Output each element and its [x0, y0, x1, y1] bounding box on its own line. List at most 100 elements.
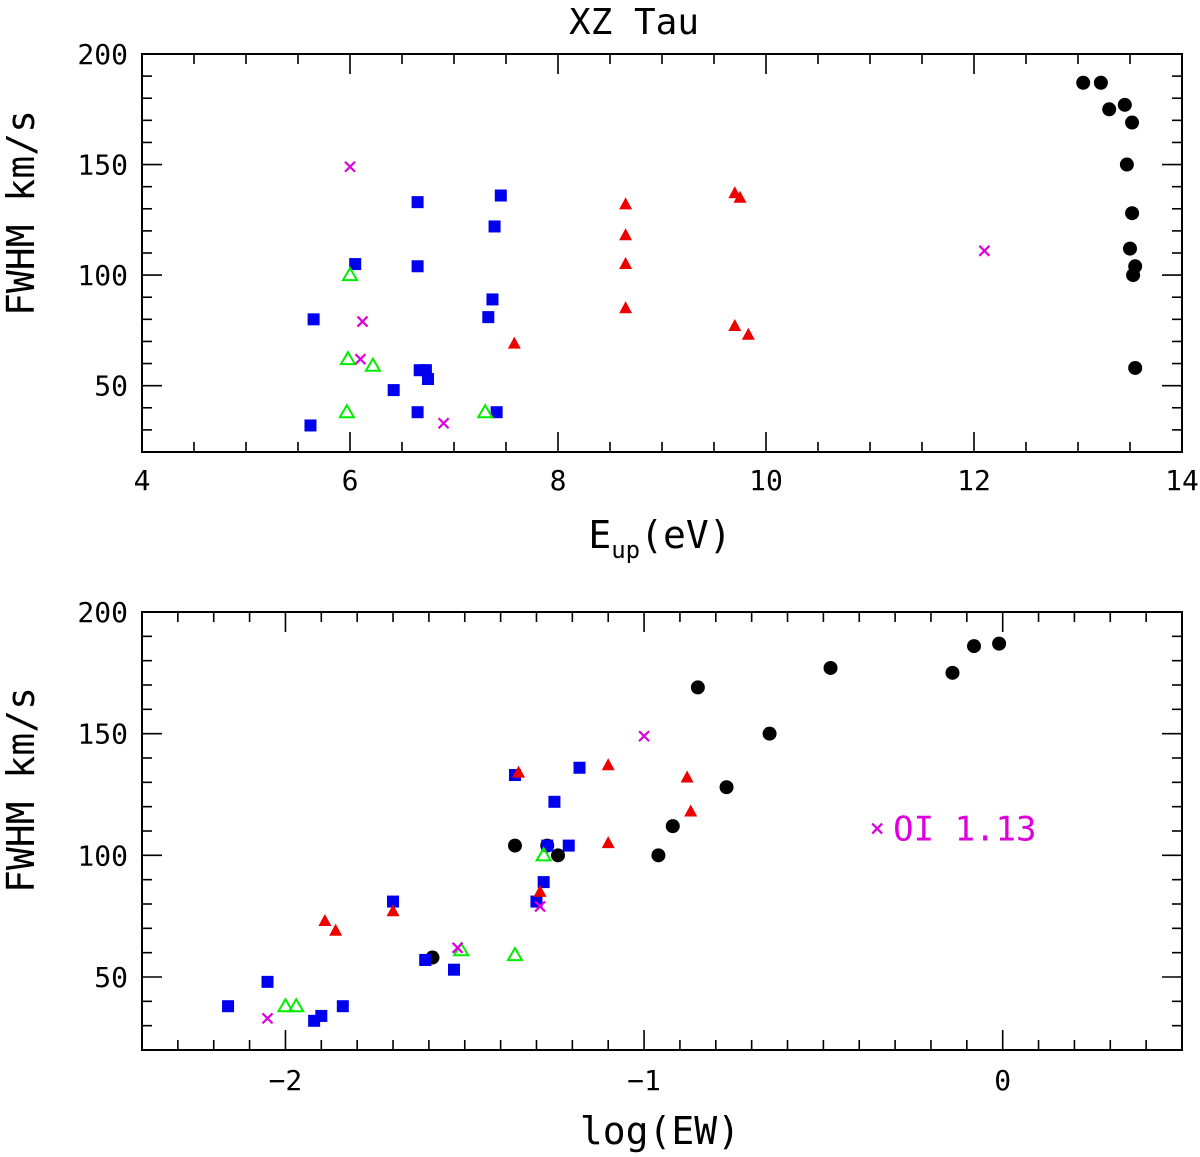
blue-square-point: [307, 313, 320, 326]
magenta-crosse-point: [344, 160, 356, 173]
tick-group-bottom: −2 −1 0 50 100 150 200: [77, 596, 1183, 1097]
blue-square-point: [562, 839, 575, 852]
y-tick-label: 50: [94, 370, 128, 403]
black-circle-point: [651, 848, 666, 863]
x-tick-label: 6: [342, 464, 359, 497]
chart-title: XZ Tau: [569, 2, 699, 43]
black-circle-point: [1076, 75, 1091, 90]
top-panel: XZ Tau 4 6 8 10 12 14 50 100 150 200 Eup(eV) FWHM…: [0, 2, 1199, 564]
red-triangle-point: [684, 804, 698, 817]
x-axis-title-unit: (eV): [640, 513, 732, 557]
black-circle-point: [992, 636, 1007, 651]
red-triangle-point: [533, 884, 547, 897]
x-tick-label: 10: [749, 464, 783, 497]
red-triangle-point: [601, 836, 615, 849]
y-tick-label: 200: [77, 38, 128, 71]
red-triangle-point: [728, 318, 742, 331]
black-circle-point: [1117, 97, 1132, 112]
blue-square-point: [349, 258, 362, 271]
blue-square-point: [387, 384, 400, 397]
blue-square-point: [486, 293, 499, 306]
x-tick-label: 12: [957, 464, 991, 497]
green-open-triangle-point: [339, 350, 357, 366]
x-tick-label: 0: [994, 1064, 1011, 1097]
blue-square-point: [422, 373, 434, 386]
red-triangle-point: [601, 758, 615, 771]
blue-square-point: [411, 406, 424, 419]
black-circle-point: [551, 848, 565, 863]
blue-square-point: [573, 761, 586, 774]
magenta-crosse-point: [437, 417, 450, 430]
blue-square-point: [336, 1000, 349, 1013]
green-open-triangle-point: [341, 266, 359, 282]
black-circle-point: [1128, 360, 1143, 375]
black-circle-point: [762, 726, 777, 741]
blue-square-point: [411, 196, 424, 209]
green-open-triangle-point: [364, 356, 382, 372]
x-tick-label: −2: [269, 1064, 303, 1097]
green-open-triangle-point: [476, 403, 494, 419]
data-points-bottom: [222, 636, 1007, 1027]
x-tick-label: 4: [134, 464, 151, 497]
green-open-triangle-point: [276, 997, 295, 1013]
blue-square-point: [488, 220, 501, 233]
red-triangle-point: [512, 765, 526, 778]
blue-square-point: [482, 311, 495, 324]
red-triangle-point: [386, 904, 400, 917]
black-circle-point: [945, 665, 960, 680]
x-tick-label: 14: [1165, 464, 1199, 497]
blue-square-point: [387, 895, 400, 908]
black-circle-point: [967, 639, 981, 654]
black-circle-point: [1123, 241, 1137, 256]
y-tick-label: 100: [77, 259, 128, 292]
green-open-triangle-point: [506, 946, 524, 962]
magenta-crosse-point: [356, 315, 369, 328]
red-triangle-point: [680, 770, 694, 783]
x-axis-title-top: Eup(eV): [588, 513, 731, 564]
blue-square-point: [494, 189, 507, 202]
blue-square-point: [537, 876, 550, 889]
y-tick-label: 200: [77, 596, 128, 629]
red-triangle-point: [619, 197, 633, 210]
green-open-triangle-point: [534, 846, 553, 862]
plot-frame-top: [141, 53, 1183, 453]
red-triangle-point: [619, 228, 633, 241]
magenta-crosse-point: [451, 942, 464, 954]
black-circle-point: [823, 660, 838, 675]
magenta-crosse-point: [261, 1012, 274, 1025]
blue-square-point: [261, 975, 274, 988]
x-axis-title-main: E: [588, 513, 611, 557]
green-open-triangle-point: [338, 403, 356, 419]
x-axis-title-bottom: log(EW): [580, 1109, 740, 1153]
y-tick-label: 150: [77, 718, 128, 751]
blue-square-point: [490, 406, 503, 419]
y-axis-title-top: FWHM km/s: [0, 110, 43, 316]
green-open-triangle-point: [287, 997, 305, 1013]
black-circle-point: [1126, 268, 1141, 283]
black-circle-point: [719, 780, 734, 795]
red-triangle-point: [619, 257, 633, 270]
annotation-cross: [871, 822, 883, 835]
blue-square-point: [448, 963, 460, 976]
black-circle-point: [690, 680, 705, 695]
black-circle-point: [665, 819, 680, 834]
blue-square-point: [548, 795, 561, 808]
black-circle-point: [507, 838, 522, 853]
y-tick-label: 150: [77, 149, 128, 182]
red-triangle-point: [329, 923, 343, 936]
blue-square-point: [411, 260, 424, 273]
red-triangle-point: [507, 336, 521, 349]
red-triangle-point: [741, 327, 755, 340]
y-tick-label: 100: [77, 839, 128, 872]
blue-square-point: [419, 953, 432, 966]
tick-group-top: 4 6 8 10 12 14 50 100 150 200: [77, 38, 1198, 497]
x-tick-label: −1: [627, 1064, 661, 1097]
y-axis-title-bottom: FWHM km/s: [0, 687, 43, 893]
blue-square-point: [222, 1000, 235, 1013]
annotation-oi: OI 1.13: [871, 810, 1036, 850]
black-circle-point: [1125, 206, 1140, 221]
black-circle-point: [1125, 115, 1140, 130]
red-triangle-point: [619, 301, 633, 314]
red-triangle-point: [318, 914, 332, 927]
black-circle-point: [1093, 75, 1108, 90]
